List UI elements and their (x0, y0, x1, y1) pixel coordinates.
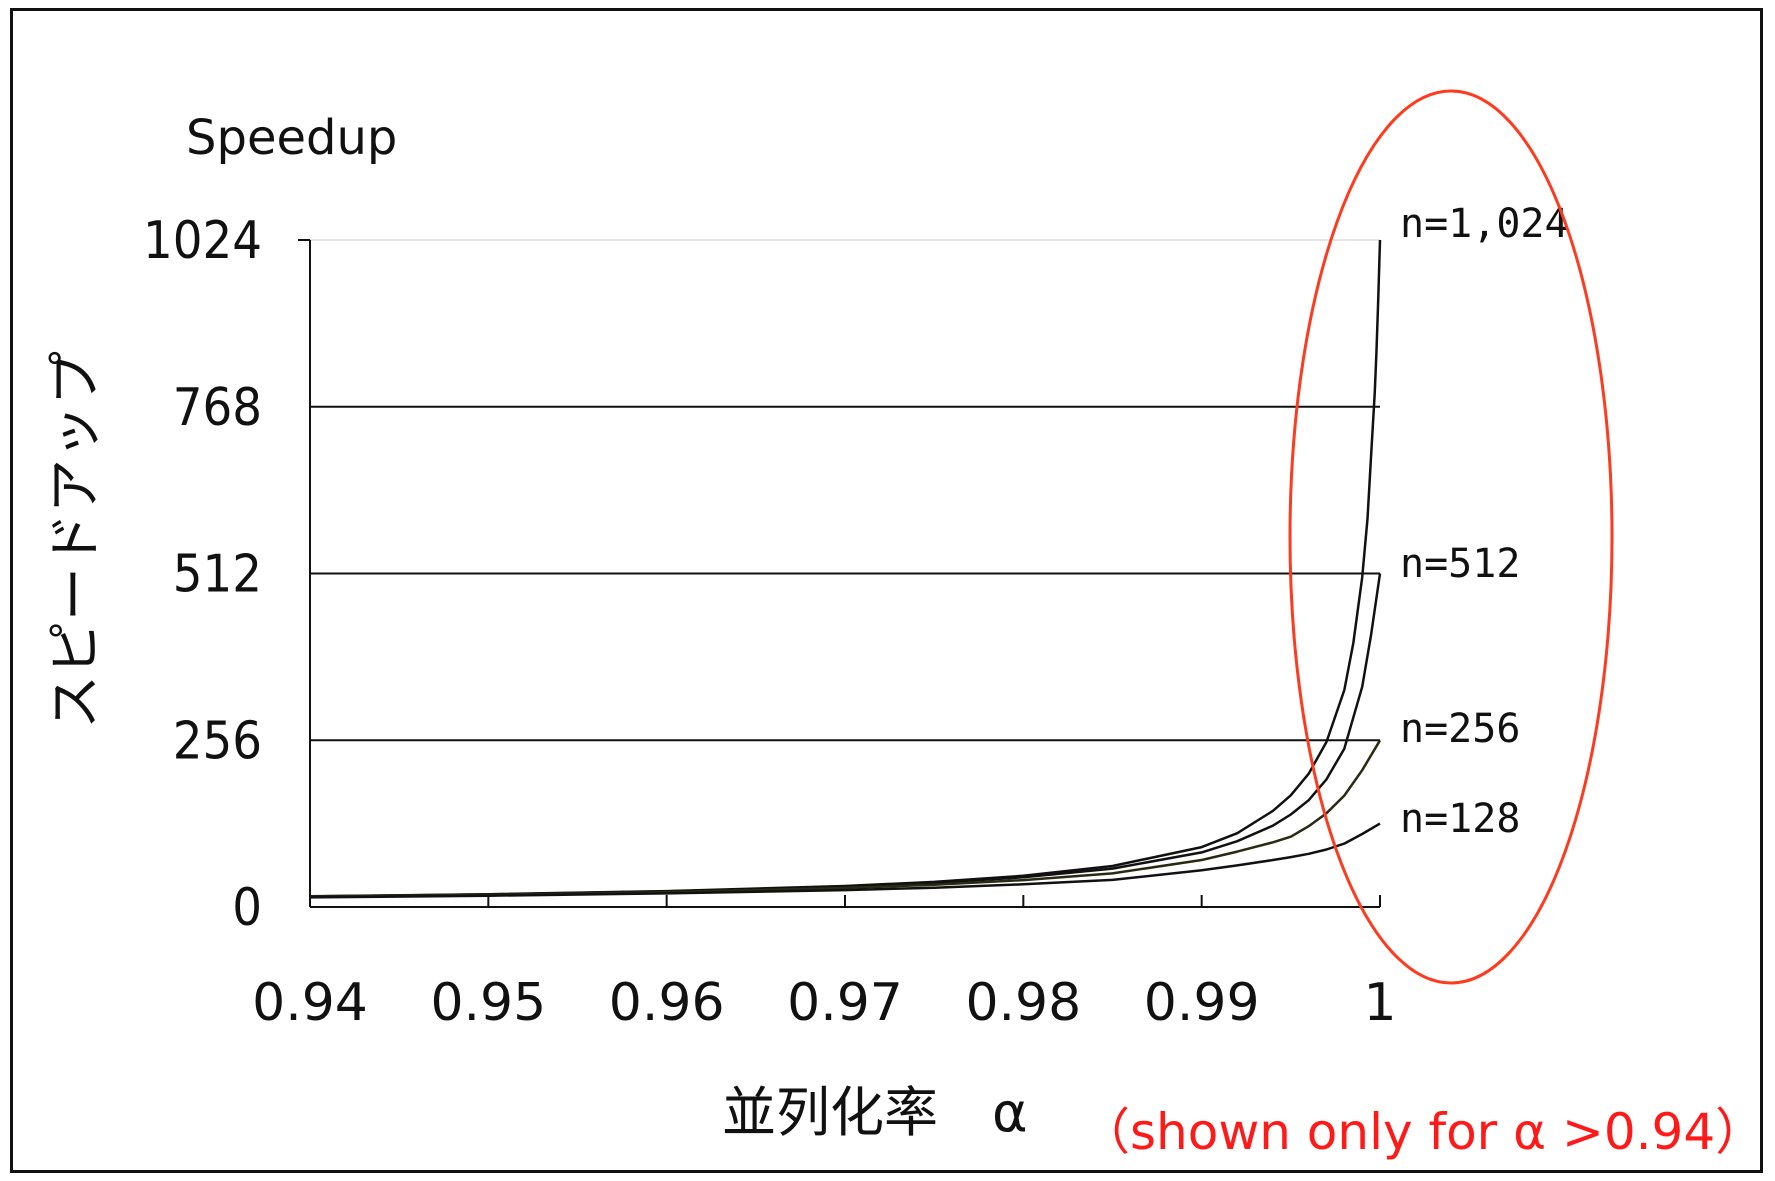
y-axis-label-en: Speedup (186, 110, 398, 166)
y-axis-label-jp: スピードアップ (43, 351, 107, 729)
range-note: （shown only for α >0.94） (1080, 1103, 1766, 1161)
y-tick-label-3: 768 (173, 378, 262, 438)
series-label-n128: n=128 (1400, 796, 1520, 842)
x-tick-label-1: 0.95 (430, 973, 546, 1033)
x-tick-label-4: 0.98 (965, 973, 1081, 1033)
chart-frame (10, 8, 1763, 1173)
series-line-n256 (309, 739, 1382, 899)
series-label-n512: n=512 (1400, 541, 1520, 587)
tick-and-series-labels: 0 256 512 768 1024 0.94 0.95 0.96 0.97 0.98 0.99 1 n… (143, 201, 1569, 1033)
x-tick-label-0: 0.94 (252, 973, 368, 1033)
series-lines (309, 239, 1382, 899)
highlight-ellipse (1288, 89, 1614, 985)
y-tick-label-2: 512 (173, 545, 262, 605)
grid-lines (310, 239, 1380, 742)
y-tick-label-0: 0 (232, 878, 262, 938)
series-label-n256: n=256 (1400, 706, 1520, 752)
x-tick-label-6: 1 (1363, 973, 1396, 1033)
x-axis-label: 並列化率 α (722, 1081, 1028, 1144)
axes (298, 239, 1381, 908)
x-tick-label-3: 0.97 (787, 973, 903, 1033)
y-tick-label-4: 1024 (143, 211, 262, 271)
series-label-n1024: n=1,024 (1400, 201, 1569, 247)
y-tick-label-1: 256 (173, 711, 262, 771)
series-line-n1024 (309, 239, 1382, 898)
x-tick-label-2: 0.96 (609, 973, 725, 1033)
series-line-n512 (309, 573, 1382, 898)
x-tick-label-5: 0.99 (1144, 973, 1260, 1033)
